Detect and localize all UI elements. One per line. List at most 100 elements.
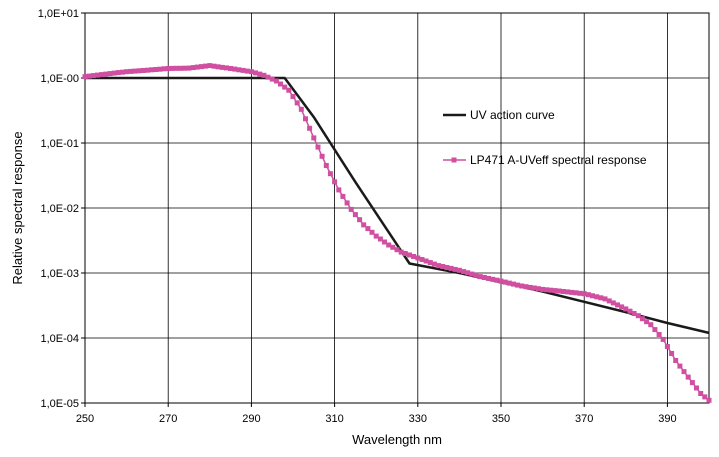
data-point-lp471 (427, 260, 433, 266)
data-point-lp471 (577, 290, 583, 296)
data-point-lp471 (244, 68, 250, 74)
x-tick-label: 270 (159, 413, 177, 425)
data-point-lp471 (581, 291, 587, 297)
data-point-lp471 (394, 247, 400, 253)
data-point-lp471 (86, 73, 92, 79)
data-point-lp471 (511, 281, 516, 287)
data-point-lp471 (506, 280, 512, 286)
data-point-lp471 (165, 66, 171, 71)
data-point-lp471 (336, 187, 342, 193)
data-point-lp471 (253, 70, 259, 76)
data-point-lp471 (377, 236, 383, 242)
data-point-lp471 (178, 65, 184, 71)
data-point-lp471 (431, 261, 437, 267)
data-point-lp471 (124, 69, 130, 75)
data-point-lp471 (656, 332, 662, 337)
data-point-lp471 (652, 327, 658, 333)
data-point-lp471 (232, 66, 238, 72)
data-point-lp471 (639, 316, 645, 322)
data-point-lp471 (531, 285, 537, 291)
data-point-lp471 (352, 212, 358, 218)
data-point-lp471 (627, 308, 633, 314)
data-point-lp471 (228, 66, 234, 71)
data-point-lp471 (340, 193, 346, 199)
data-point-lp471 (490, 276, 496, 282)
data-point-lp471 (327, 171, 333, 177)
data-point-lp471 (681, 369, 687, 375)
data-point-lp471 (248, 69, 254, 75)
data-point-lp471 (481, 275, 487, 280)
data-point-lp471 (502, 279, 508, 285)
data-point-lp471 (548, 287, 554, 293)
data-point-lp471 (386, 242, 392, 248)
data-point-lp471 (373, 233, 379, 239)
data-point-lp471 (186, 65, 192, 71)
data-point-lp471 (590, 293, 595, 299)
data-point-lp471 (382, 239, 387, 245)
y-tick-label: 1,0E-02 (40, 203, 79, 215)
data-point-lp471 (648, 322, 654, 328)
y-tick-label: 1,0E-00 (40, 73, 79, 85)
data-point-lp471 (631, 311, 637, 316)
data-point-lp471 (698, 391, 704, 396)
data-point-lp471 (606, 298, 612, 304)
data-point-lp471 (149, 67, 155, 73)
data-point-lp471 (598, 295, 604, 301)
data-point-lp471 (90, 73, 96, 79)
data-point-lp471 (706, 397, 712, 403)
data-point-lp471 (257, 71, 263, 77)
x-tick-label: 350 (492, 413, 510, 425)
data-point-lp471 (556, 288, 562, 294)
data-point-lp471 (265, 74, 271, 80)
y-tick-label: 1,0E-04 (40, 333, 79, 345)
data-point-lp471 (190, 65, 196, 71)
data-point-lp471 (303, 116, 308, 122)
data-point-lp471 (128, 68, 134, 74)
data-point-lp471 (103, 71, 109, 77)
data-point-lp471 (444, 265, 450, 270)
data-point-lp471 (689, 380, 695, 386)
y-tick-label: 1,0E-05 (40, 398, 79, 410)
data-point-lp471 (111, 70, 117, 76)
data-point-lp471 (290, 94, 296, 99)
data-point-lp471 (619, 304, 625, 310)
data-point-lp471 (136, 68, 142, 74)
data-point-lp471 (610, 300, 616, 306)
x-tick-labels: 250 270 290 310 330 350 370 390 (76, 413, 677, 425)
data-point-lp471 (498, 278, 504, 284)
legend-label-lp471: LP471 A-UVeff spectral response (470, 153, 647, 167)
data-point-lp471 (294, 100, 300, 106)
y-tick-labels: 1,0E+01 1,0E-00 1,0E-01 1,0E-02 1,0E-03 1,0E-… (38, 8, 79, 410)
legend-label-uv-action-curve: UV action curve (470, 108, 555, 122)
data-point-lp471 (461, 269, 467, 275)
data-point-lp471 (390, 244, 396, 250)
data-point-lp471 (419, 257, 425, 262)
data-point-lp471 (332, 179, 338, 185)
data-point-lp471 (99, 72, 105, 78)
data-point-lp471 (660, 336, 666, 342)
data-point-lp471 (194, 64, 200, 70)
data-point-lp471 (240, 67, 246, 73)
data-point-lp471 (82, 74, 88, 80)
data-point-lp471 (694, 385, 699, 391)
data-point-lp471 (95, 72, 100, 78)
data-point-lp471 (594, 294, 600, 300)
data-point-lp471 (585, 292, 591, 298)
data-point-lp471 (569, 289, 575, 295)
data-point-lp471 (448, 265, 454, 271)
data-point-lp471 (540, 286, 546, 292)
data-point-lp471 (107, 71, 113, 77)
data-point-lp471 (319, 153, 325, 159)
data-point-lp471 (132, 68, 138, 74)
data-point-lp471 (527, 284, 533, 290)
y-tick-label: 1,0E-03 (40, 268, 79, 280)
x-tick-label: 390 (658, 413, 676, 425)
data-point-lp471 (369, 229, 375, 235)
series-layer (82, 63, 712, 403)
data-point-lp471 (211, 63, 217, 69)
data-point-lp471 (199, 64, 204, 70)
data-point-lp471 (157, 66, 163, 72)
data-point-lp471 (357, 217, 363, 223)
y-tick-label: 1,0E-01 (40, 138, 79, 150)
